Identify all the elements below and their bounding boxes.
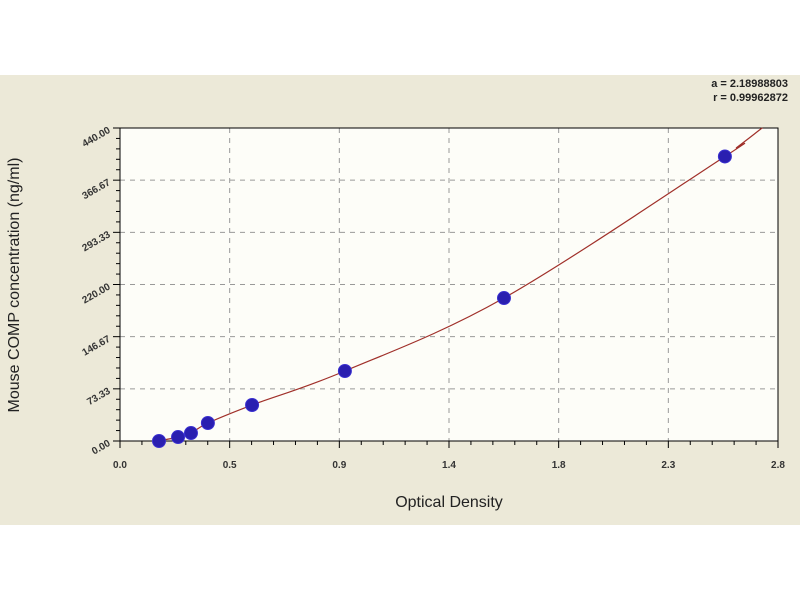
y-axis-label: Mouse COMP concentration (ng/ml) [6, 158, 23, 413]
y-tick-labels: 0.00 73.33 146.67 220.00 293.33 366.67 440.00 [81, 125, 113, 457]
x-tick-label: 2.3 [661, 460, 675, 471]
fit-correlation-r: r = 0.99962872 [713, 92, 788, 104]
data-point [245, 398, 260, 413]
x-tick-label: 1.4 [442, 460, 456, 471]
data-point [171, 430, 186, 445]
x-tick-label: 2.8 [771, 460, 785, 471]
y-tick-label: 220.00 [81, 281, 113, 306]
y-tick-label: 366.67 [81, 177, 113, 202]
plot-area [120, 128, 778, 441]
y-tick-label: 73.33 [85, 386, 113, 408]
x-tick-labels: 0.0 0.5 0.9 1.4 1.8 2.3 2.8 [113, 460, 785, 471]
data-point [152, 434, 167, 448]
data-point [183, 426, 198, 441]
x-tick-label: 0.5 [223, 460, 237, 471]
x-tick-label: 1.8 [552, 460, 566, 471]
data-point [200, 416, 215, 431]
x-tick-label: 0.9 [332, 460, 346, 471]
grid [120, 128, 778, 441]
data-point [337, 364, 352, 379]
y-tick-label: 440.00 [81, 125, 113, 150]
x-tick-label: 0.0 [113, 460, 127, 471]
data-points [152, 149, 732, 448]
y-tick-label: 293.33 [81, 229, 113, 254]
fit-parameter-a: a = 2.18988803 [711, 78, 788, 90]
data-point [717, 149, 732, 164]
axes [113, 127, 779, 448]
data-point [496, 291, 511, 306]
x-axis-label: Optical Density [395, 494, 503, 511]
y-tick-label: 0.00 [90, 438, 113, 457]
fit-statistics: a = 2.18988803 r = 0.99962872 [711, 77, 788, 105]
y-tick-label: 146.67 [81, 334, 113, 359]
